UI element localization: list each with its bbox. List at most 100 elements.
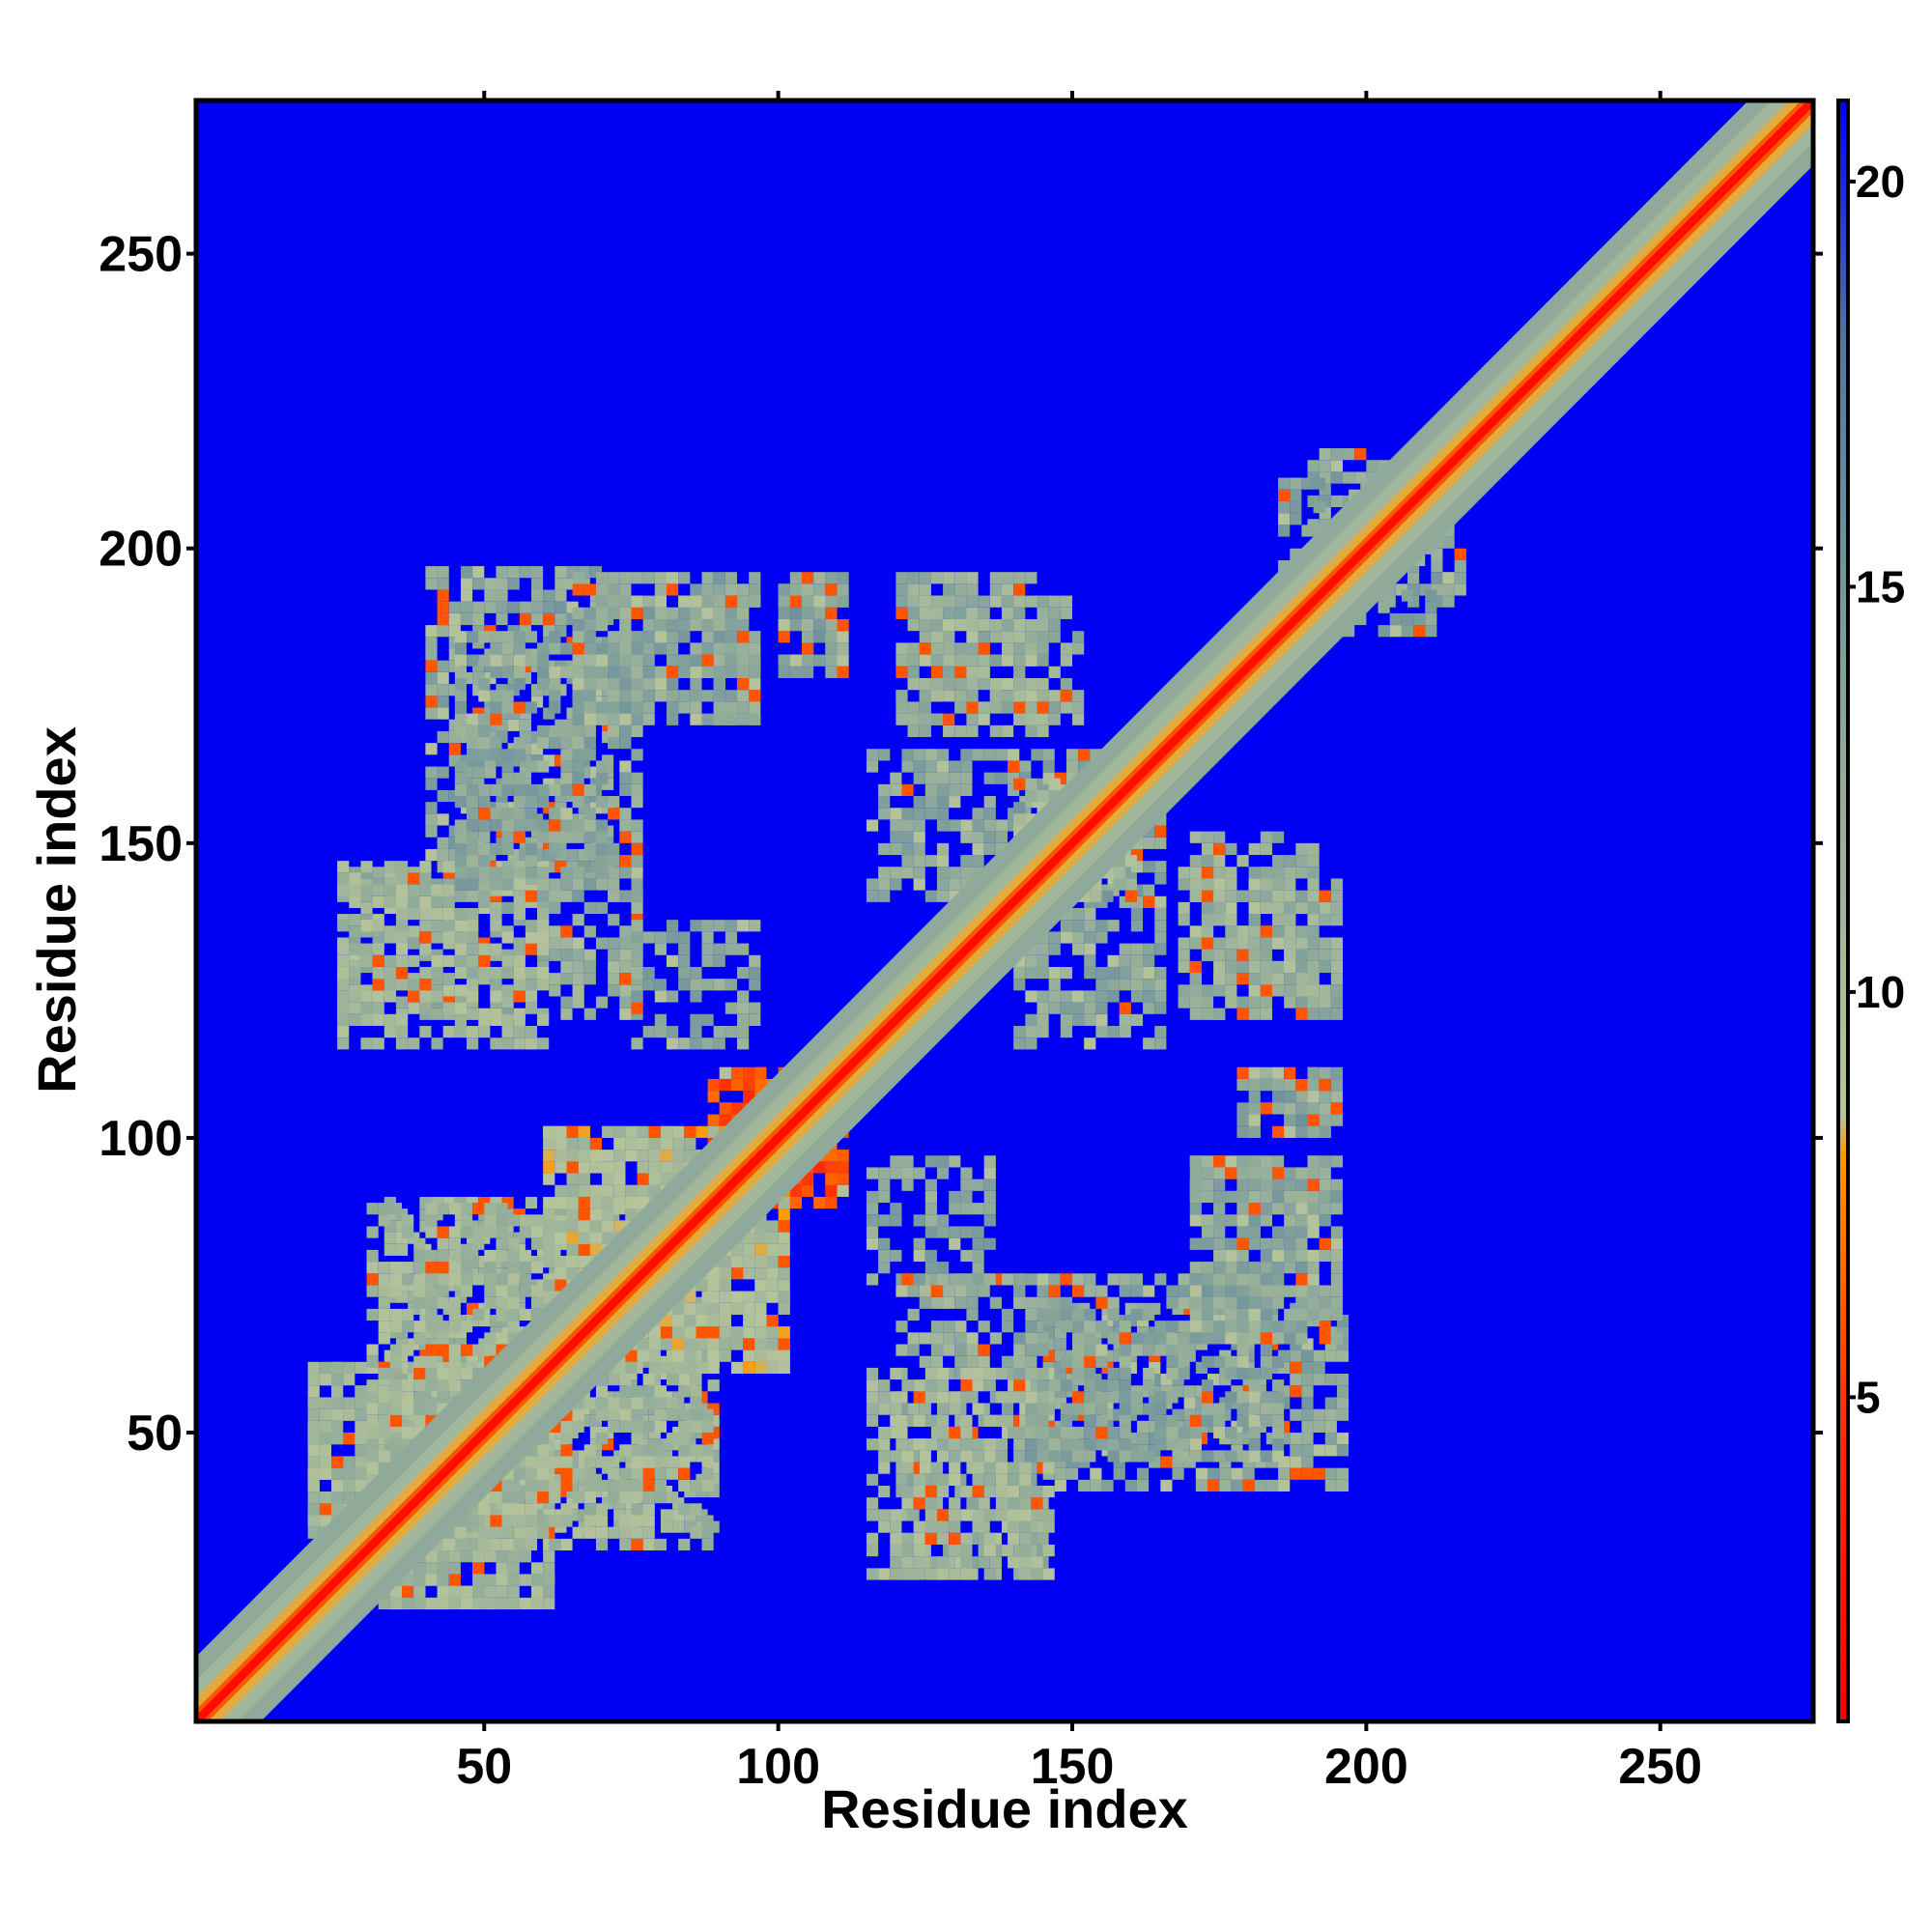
heatmap-cell: [437, 789, 449, 803]
heatmap-cell: [560, 878, 573, 891]
heatmap-cell: [1330, 1190, 1344, 1204]
heatmap-cell: [907, 607, 920, 619]
heatmap-cell: [460, 589, 473, 602]
heatmap-cell: [413, 1562, 426, 1575]
heatmap-cell: [595, 678, 609, 691]
heatmap-cell: [572, 618, 584, 632]
heatmap-cell: [1095, 1321, 1108, 1333]
heatmap-cell: [707, 1078, 720, 1092]
heatmap-cell: [995, 1473, 1009, 1486]
heatmap-cell: [619, 925, 632, 938]
heatmap-cell: [1143, 1344, 1155, 1356]
heatmap-cell: [1213, 1262, 1226, 1274]
heatmap-cell: [1336, 1479, 1350, 1492]
heatmap-cell: [1201, 1450, 1214, 1463]
heatmap-cell: [707, 1091, 720, 1103]
heatmap-cell: [825, 572, 838, 584]
heatmap-cell: [602, 1208, 614, 1221]
heatmap-cell: [1225, 1426, 1237, 1439]
heatmap-cell: [1060, 1426, 1073, 1439]
heatmap-cell: [537, 1526, 550, 1539]
heatmap-cell: [801, 572, 814, 584]
heatmap-cell: [666, 1492, 679, 1504]
heatmap-cell: [1201, 1262, 1214, 1274]
heatmap-cell: [1330, 1285, 1344, 1297]
heatmap-cell: [930, 1296, 944, 1309]
heatmap-cell: [307, 1374, 320, 1386]
heatmap-cell: [507, 601, 520, 613]
heatmap-cell: [678, 607, 691, 619]
heatmap-cell: [878, 1462, 891, 1474]
heatmap-cell: [331, 1456, 344, 1468]
heatmap-cell: [631, 713, 643, 725]
heatmap-cell: [442, 954, 455, 967]
heatmap-cell: [378, 1367, 390, 1380]
heatmap-cell: [1013, 607, 1026, 619]
heatmap-cell: [337, 920, 350, 932]
heatmap-cell: [467, 713, 479, 725]
heatmap-cell: [1336, 1397, 1350, 1409]
heatmap-cell: [467, 808, 479, 820]
heatmap-cell: [1054, 1338, 1066, 1350]
heatmap-cell: [1143, 1403, 1155, 1415]
heatmap-cell: [619, 1526, 632, 1539]
heatmap-cell: [589, 1161, 603, 1174]
heatmap-cell: [525, 990, 538, 1003]
heatmap-cell: [572, 1467, 584, 1480]
heatmap-cell: [1042, 1462, 1055, 1474]
heatmap-cell: [924, 1509, 937, 1521]
heatmap-cell: [501, 1037, 514, 1050]
heatmap-cell: [631, 1444, 643, 1457]
heatmap-cell: [395, 920, 409, 932]
heatmap-cell: [1260, 1403, 1272, 1415]
heatmap-cell: [583, 960, 596, 974]
heatmap-cell: [349, 943, 361, 955]
heatmap-cell: [454, 713, 468, 725]
heatmap-cell: [1213, 1426, 1226, 1439]
heatmap-cell: [684, 1326, 696, 1339]
heatmap-cell: [907, 654, 920, 667]
heatmap-cell: [1001, 1321, 1014, 1333]
heatmap-cell: [637, 1184, 649, 1197]
heatmap-cell: [490, 631, 502, 643]
heatmap-cell: [666, 618, 679, 632]
heatmap-cell: [890, 1520, 902, 1533]
heatmap-cell: [1271, 1426, 1285, 1439]
heatmap-cell: [472, 1308, 485, 1321]
heatmap-cell: [1319, 1102, 1331, 1115]
heatmap-cell: [789, 572, 802, 584]
heatmap-cell: [1154, 1332, 1167, 1345]
heatmap-cell: [1178, 914, 1190, 926]
heatmap-cell: [989, 1296, 1002, 1309]
heatmap-cell: [989, 1332, 1002, 1345]
heatmap-cell: [701, 1408, 714, 1421]
heatmap-cell: [595, 666, 609, 678]
heatmap-cell: [754, 1350, 767, 1362]
heatmap-cell: [507, 719, 520, 731]
heatmap-cell: [978, 1344, 990, 1356]
heatmap-cell: [878, 1450, 891, 1463]
heatmap-cell: [454, 984, 468, 997]
heatmap-cell: [572, 878, 584, 891]
heatmap-cell: [619, 1420, 632, 1434]
heatmap-cell: [1248, 1391, 1261, 1404]
heatmap-cell: [490, 819, 502, 832]
heatmap-cell: [513, 678, 526, 691]
heatmap-cell: [995, 1438, 1009, 1451]
heatmap-cell: [972, 1462, 984, 1474]
heatmap-cell: [1008, 1485, 1020, 1498]
heatmap-cell: [472, 1226, 485, 1238]
heatmap-cell: [384, 1026, 396, 1038]
heatmap-cell: [1225, 1273, 1237, 1286]
heatmap-cell: [467, 842, 479, 856]
heatmap-cell: [549, 925, 561, 938]
heatmap-cell: [425, 825, 438, 838]
heatmap-cell: [608, 914, 620, 926]
heatmap-cell: [1072, 1332, 1085, 1345]
heatmap-cell: [389, 1321, 403, 1333]
heatmap-cell: [625, 1150, 638, 1162]
heatmap-cell: [919, 1403, 931, 1415]
heatmap-cell: [666, 631, 679, 643]
heatmap-cell: [355, 1420, 367, 1434]
heatmap-cell: [484, 1273, 497, 1286]
